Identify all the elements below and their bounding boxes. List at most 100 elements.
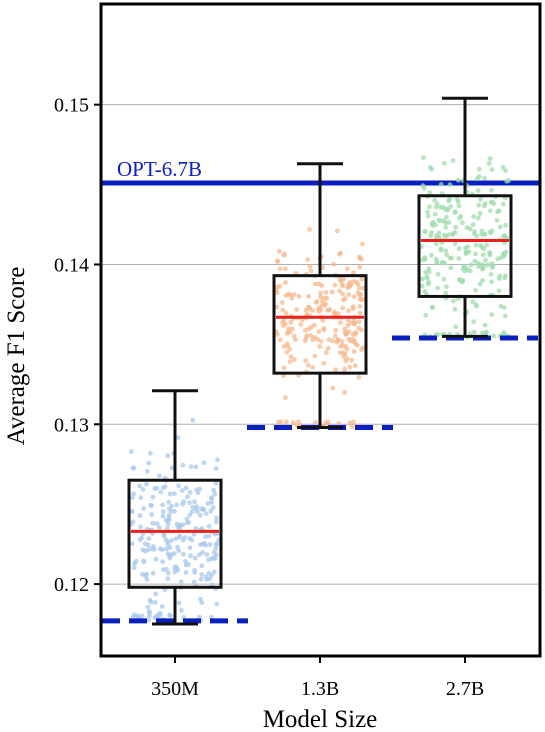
sample-point (421, 155, 426, 161)
sample-point (204, 552, 210, 557)
sample-point (166, 512, 172, 518)
sample-point (188, 553, 193, 559)
sample-point (434, 260, 440, 265)
sample-point (281, 344, 287, 349)
sample-point (183, 559, 189, 564)
sample-point (283, 419, 289, 425)
sample-point (337, 320, 343, 326)
sample-point (357, 304, 363, 309)
sample-point (348, 282, 354, 288)
sample-point (209, 500, 215, 506)
sample-point (498, 255, 504, 261)
sample-point (283, 280, 288, 285)
sample-point (149, 512, 155, 517)
iqr-box (272, 274, 368, 375)
sample-point (141, 506, 147, 511)
sample-point (487, 208, 493, 214)
sample-point (317, 305, 322, 310)
sample-point (502, 313, 508, 319)
sample-point (303, 358, 309, 363)
sample-point (198, 506, 204, 512)
sample-point (291, 333, 297, 339)
sample-point (157, 473, 162, 479)
sample-point (185, 494, 190, 500)
sample-point (284, 349, 290, 355)
sample-point (319, 298, 325, 304)
sample-point (214, 515, 219, 521)
sample-point (496, 288, 502, 294)
sample-point (197, 512, 203, 518)
sample-point (481, 232, 487, 237)
sample-point (179, 608, 184, 613)
sample-point (176, 600, 182, 606)
sample-point (470, 299, 476, 304)
sample-point (332, 282, 338, 288)
sample-point (152, 600, 158, 605)
sample-point (298, 322, 304, 327)
sample-point (319, 283, 325, 288)
sample-point (332, 311, 337, 316)
sample-point (455, 177, 461, 183)
sample-point (151, 547, 157, 552)
sample-point (441, 218, 447, 224)
sample-point (288, 354, 294, 359)
sample-point (471, 329, 477, 335)
sample-point (337, 251, 342, 257)
sample-point (130, 495, 135, 500)
sample-point (478, 243, 483, 248)
sample-point (288, 319, 294, 325)
sample-point (150, 494, 156, 500)
sample-point (277, 266, 283, 272)
sample-point (444, 214, 449, 220)
sample-point (192, 555, 198, 561)
sample-point (194, 487, 199, 493)
sample-point (164, 567, 169, 572)
sample-point (187, 545, 193, 551)
sample-point (316, 329, 322, 334)
sample-point (166, 499, 172, 505)
sample-point (303, 307, 309, 313)
sample-point (179, 488, 185, 493)
sample-point (345, 266, 350, 272)
sample-point (357, 310, 363, 316)
sample-point (333, 327, 339, 333)
sample-point (192, 567, 198, 573)
sample-point (340, 305, 346, 311)
sample-point (310, 308, 315, 313)
sample-point (450, 158, 456, 163)
sample-point (177, 525, 183, 531)
sample-point (445, 206, 450, 212)
sample-point (443, 225, 449, 230)
iqr-box (417, 194, 513, 298)
sample-point (213, 466, 219, 471)
sample-point (326, 307, 332, 313)
sample-point (426, 266, 432, 272)
sample-point (274, 332, 280, 337)
sample-point (360, 241, 365, 247)
sample-point (282, 266, 288, 272)
sample-point (183, 562, 189, 568)
sample-point (148, 502, 154, 508)
sample-point (164, 546, 169, 552)
sample-point (291, 357, 297, 363)
sample-point (480, 330, 485, 336)
sample-point (438, 182, 444, 187)
iqr-box (127, 478, 223, 589)
sample-point (291, 292, 297, 297)
sample-point (358, 292, 364, 297)
sample-point (146, 460, 152, 466)
sample-point (129, 541, 135, 547)
sample-point (176, 548, 182, 553)
sample-point (294, 307, 300, 312)
y-axis-label: Average F1 Score (3, 267, 30, 446)
sample-point (159, 604, 165, 609)
sample-point (200, 550, 205, 555)
sample-point (465, 267, 471, 272)
sample-point (488, 230, 494, 236)
sample-point (357, 296, 363, 302)
sample-point (456, 256, 462, 261)
sample-point (211, 569, 217, 575)
sample-point (305, 257, 311, 262)
sample-point (132, 561, 137, 567)
sample-point (357, 255, 363, 261)
